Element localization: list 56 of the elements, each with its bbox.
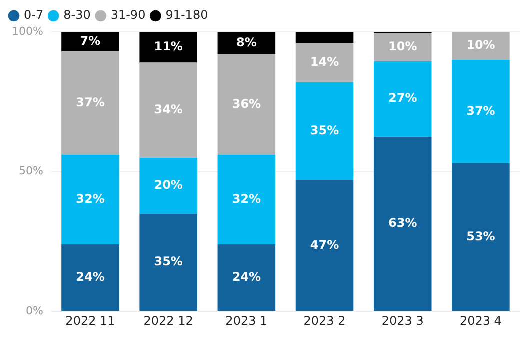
- data-label: 27%: [388, 91, 418, 106]
- legend-label: 0-7: [24, 8, 44, 22]
- bar: [62, 32, 120, 52]
- data-label: 47%: [310, 238, 340, 252]
- data-label: 53%: [466, 229, 496, 244]
- legend-label: 8-30: [64, 8, 91, 22]
- bar: [296, 43, 354, 82]
- legend-label: 31-90: [110, 8, 146, 22]
- x-tick-label: 2023 4: [460, 314, 502, 328]
- data-label: 32%: [76, 192, 105, 206]
- data-label: 10%: [466, 38, 496, 52]
- bar: [452, 163, 510, 312]
- bar: [62, 155, 120, 244]
- data-label: 8%: [236, 35, 257, 50]
- bar: [218, 244, 276, 312]
- data-label: 32%: [232, 192, 262, 206]
- bar: [140, 62, 198, 158]
- x-tick-label: 2023 1: [226, 314, 268, 328]
- data-label: 63%: [388, 216, 418, 230]
- bar: [218, 155, 276, 244]
- bar: [296, 82, 354, 180]
- data-label: 37%: [76, 95, 105, 110]
- bar: [374, 33, 432, 62]
- data-label: 36%: [232, 96, 262, 111]
- data-label: 14%: [310, 54, 340, 69]
- bar: [296, 180, 354, 312]
- data-label: 35%: [154, 254, 183, 269]
- y-tick-label: 100%: [12, 24, 44, 38]
- x-tick-label: 2022 12: [144, 314, 194, 328]
- bar: [452, 60, 510, 164]
- x-tick-label: 2022 11: [66, 314, 116, 328]
- data-label: 24%: [76, 270, 105, 284]
- bar: [62, 244, 120, 312]
- y-tick-label: 50%: [18, 164, 44, 178]
- data-label: 20%: [154, 178, 183, 192]
- bar: [452, 32, 510, 60]
- bar: [62, 52, 120, 156]
- bar: [218, 32, 276, 54]
- bar: [140, 214, 198, 312]
- x-tick-label: 2023 2: [304, 314, 346, 328]
- legend-label: 91-180: [166, 8, 208, 22]
- bar: [374, 61, 432, 137]
- data-label: 10%: [388, 40, 418, 54]
- x-tick-label: 2023 3: [382, 314, 424, 328]
- bar: [140, 158, 198, 214]
- bar: [374, 136, 432, 312]
- data-label: 11%: [154, 40, 183, 54]
- bar: [218, 54, 276, 156]
- data-label: 24%: [232, 270, 262, 284]
- bar: [296, 32, 354, 44]
- y-tick-label: 0%: [26, 304, 44, 318]
- data-label: 7%: [80, 34, 101, 48]
- data-label: 35%: [310, 123, 340, 138]
- bar: [140, 32, 198, 63]
- data-label: 37%: [466, 104, 496, 118]
- data-label: 34%: [154, 102, 183, 116]
